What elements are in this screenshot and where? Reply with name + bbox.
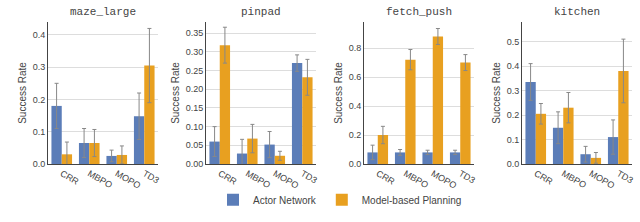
svg-text:MOPO: MOPO [588, 168, 617, 190]
svg-text:0.25: 0.25 [186, 66, 204, 76]
svg-text:MOPO: MOPO [114, 168, 143, 190]
svg-text:Success Rate: Success Rate [170, 62, 181, 124]
svg-text:fetch_push: fetch_push [386, 6, 452, 18]
svg-text:0.5: 0.5 [507, 37, 520, 47]
svg-text:0.3: 0.3 [33, 62, 46, 72]
svg-text:0.0: 0.0 [33, 159, 46, 169]
svg-text:Success Rate: Success Rate [333, 62, 344, 124]
svg-text:0.2: 0.2 [349, 130, 362, 140]
svg-text:0.0: 0.0 [507, 159, 520, 169]
svg-text:CRR: CRR [217, 168, 239, 187]
svg-text:0.05: 0.05 [186, 140, 204, 150]
svg-text:0.4: 0.4 [33, 30, 46, 40]
svg-text:MBPO: MBPO [402, 168, 430, 190]
svg-text:0.00: 0.00 [186, 159, 204, 169]
svg-text:TD3: TD3 [457, 168, 477, 185]
svg-text:maze_large: maze_large [70, 6, 136, 18]
svg-text:0.8: 0.8 [349, 43, 362, 53]
svg-text:Success Rate: Success Rate [491, 62, 502, 124]
svg-text:0.0: 0.0 [349, 159, 362, 169]
svg-text:TD3: TD3 [615, 168, 635, 185]
svg-text:Actor Network: Actor Network [253, 195, 317, 206]
svg-text:Success Rate: Success Rate [17, 62, 28, 124]
svg-text:MBPO: MBPO [86, 168, 114, 190]
svg-text:pinpad: pinpad [241, 6, 281, 18]
svg-text:MBPO: MBPO [244, 168, 272, 190]
svg-text:0.30: 0.30 [186, 47, 204, 57]
svg-text:0.4: 0.4 [349, 101, 362, 111]
svg-text:0.6: 0.6 [349, 72, 362, 82]
svg-text:MOPO: MOPO [272, 168, 301, 190]
svg-text:0.15: 0.15 [186, 103, 204, 113]
svg-text:0.1: 0.1 [507, 135, 520, 145]
svg-text:0.10: 0.10 [186, 122, 204, 132]
svg-text:MOPO: MOPO [430, 168, 459, 190]
svg-text:0.3: 0.3 [507, 86, 520, 96]
svg-text:0.20: 0.20 [186, 84, 204, 94]
svg-text:0.2: 0.2 [33, 95, 46, 105]
svg-text:TD3: TD3 [141, 168, 161, 185]
svg-text:0.4: 0.4 [507, 61, 520, 71]
svg-text:kitchen: kitchen [554, 6, 600, 18]
svg-text:CRR: CRR [533, 168, 555, 187]
svg-text:0.2: 0.2 [507, 110, 520, 120]
svg-text:CRR: CRR [59, 168, 81, 187]
svg-text:TD3: TD3 [299, 168, 319, 185]
svg-text:CRR: CRR [375, 168, 397, 187]
svg-text:MBPO: MBPO [560, 168, 588, 190]
svg-text:Model-based Planning: Model-based Planning [362, 195, 462, 206]
svg-text:0.1: 0.1 [33, 127, 46, 137]
svg-text:0.35: 0.35 [186, 28, 204, 38]
